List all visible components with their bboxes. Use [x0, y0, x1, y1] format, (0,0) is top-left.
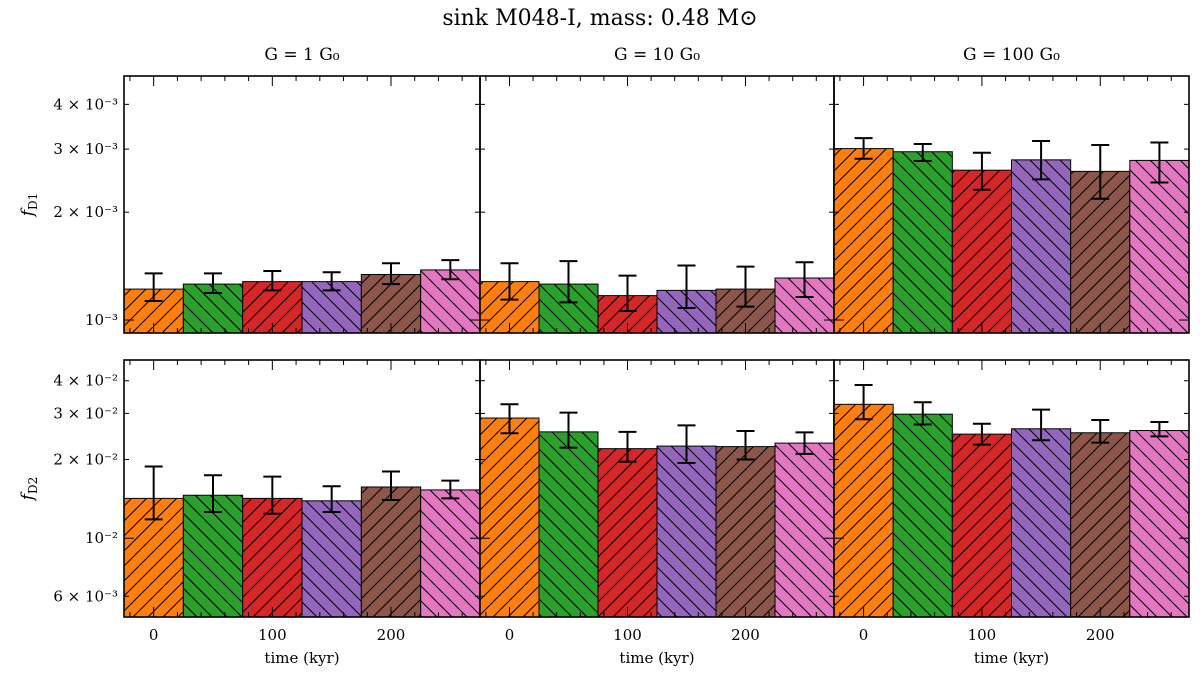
- y-tick-label: 2 × 10⁻³: [53, 203, 118, 221]
- y-tick-label: 10⁻²: [85, 529, 118, 547]
- bar-hatch: [1070, 432, 1131, 618]
- y-tick-label: 3 × 10⁻³: [53, 140, 118, 158]
- y-tick-label: 2 × 10⁻²: [53, 450, 118, 468]
- bar-hatch: [892, 413, 953, 618]
- bar-hatch: [360, 486, 422, 618]
- y-tick-label: 6 × 10⁻³: [53, 587, 118, 605]
- x-tick-label: 200: [731, 626, 760, 644]
- bar-hatch: [1011, 428, 1072, 618]
- x-tick-label: 0: [505, 626, 515, 644]
- panel-grid: G = 1 G₀ G = 10 G₀ G = 100 G₀ fD1 10⁻³ 2 × 10…: [18, 45, 1190, 667]
- column-title: G = 1 G₀: [264, 45, 339, 65]
- y-axis-label: fD1: [18, 193, 40, 219]
- bar-hatch: [951, 169, 1012, 334]
- column-title: G = 100 G₀: [963, 45, 1060, 65]
- bar-hatch: [182, 494, 244, 618]
- x-axis-label: time (kyr): [619, 649, 694, 667]
- panel-r0-c0: 10⁻³ 2 × 10⁻³ 3 × 10⁻³ 4 × 10⁻³: [53, 75, 481, 334]
- panel-r1-c1: 0 100 200 time (kyr): [479, 359, 835, 667]
- column-title: G = 10 G₀: [614, 45, 700, 65]
- bar-hatch: [479, 417, 540, 618]
- bar-hatch: [242, 497, 303, 618]
- x-tick-label: 100: [968, 626, 997, 644]
- bar-hatch: [420, 269, 481, 334]
- x-tick-label: 0: [149, 626, 159, 644]
- bar-hatch: [951, 433, 1012, 618]
- bar-hatch: [1011, 159, 1072, 334]
- bar-hatch: [538, 431, 599, 618]
- bar-hatch: [833, 403, 894, 618]
- bar-hatch: [774, 442, 835, 618]
- y-axis-label: fD2: [18, 477, 40, 503]
- x-axis-label: time (kyr): [974, 649, 1049, 667]
- panel-r0-c1: [479, 75, 835, 334]
- x-tick-label: 0: [859, 626, 869, 644]
- y-tick-label: 10⁻³: [85, 311, 118, 329]
- bar-hatch: [420, 489, 481, 618]
- y-tick-label: 4 × 10⁻³: [53, 95, 118, 113]
- y-tick-label: 4 × 10⁻²: [53, 372, 118, 390]
- bar-hatch: [892, 151, 953, 334]
- bar-hatch: [656, 445, 717, 618]
- x-tick-label: 200: [1086, 626, 1115, 644]
- y-tick-label: 3 × 10⁻²: [53, 404, 118, 422]
- bar-hatch: [597, 448, 658, 618]
- bar-hatch: [1129, 159, 1190, 334]
- panel-frame: [833, 359, 1190, 618]
- x-tick-label: 100: [613, 626, 642, 644]
- x-axis-label: time (kyr): [264, 649, 339, 667]
- figure-title: sink M048-I, mass: 0.48 M⊙: [442, 6, 757, 31]
- panel-r0-c2: [833, 75, 1190, 334]
- panel-r1-c0: 6 × 10⁻³ 10⁻² 2 × 10⁻² 3 × 10⁻² 4 × 10⁻² 0 100…: [53, 359, 481, 667]
- bar-hatch: [715, 446, 776, 618]
- x-tick-label: 200: [377, 626, 406, 644]
- bar-hatch: [833, 148, 894, 334]
- x-tick-label: 100: [258, 626, 287, 644]
- panel-r1-c2: 0 100 200 time (kyr): [833, 359, 1190, 667]
- bar-hatch: [1129, 430, 1190, 618]
- bar-hatch: [301, 500, 362, 618]
- panel-frame: [833, 75, 1190, 334]
